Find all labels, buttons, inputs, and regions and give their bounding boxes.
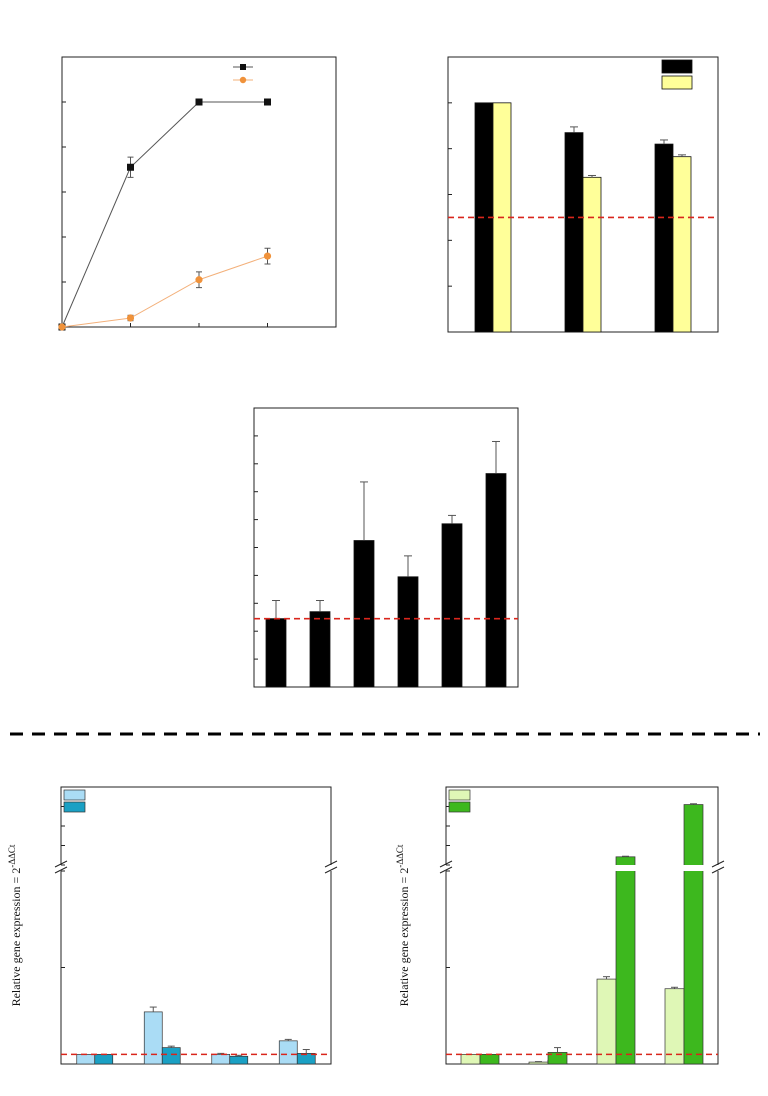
- y-axis-label: Relative gene expression = 2-ΔΔCt: [7, 844, 23, 1006]
- plot-frame: [445, 786, 719, 1065]
- legend-swatch: [448, 789, 471, 801]
- data-point: [263, 252, 272, 260]
- bar-10-day: [683, 804, 704, 1065]
- legend-swatch: [661, 59, 693, 74]
- bar-10-day: [229, 1055, 249, 1065]
- bar-luminiscence: [485, 473, 507, 688]
- bar-luminiscence: [265, 618, 287, 688]
- axis-break-gap: [440, 865, 452, 871]
- bar-7-day: [211, 1053, 231, 1065]
- y-axis-label: Relative gene expression = 2-ΔΔCt: [395, 844, 411, 1006]
- data-point: [58, 323, 66, 331]
- panel-b: [447, 56, 719, 333]
- legend-swatch: [661, 75, 693, 90]
- data-point: [195, 276, 203, 284]
- axis-break-gap: [712, 865, 724, 871]
- data-point: [264, 98, 271, 106]
- legend-marker: [239, 76, 247, 84]
- bar-7-day: [596, 978, 617, 1065]
- axis-break-gap: [325, 865, 337, 871]
- data-point: [195, 98, 203, 106]
- data-point: [126, 314, 135, 322]
- series-line-1: [61, 255, 268, 328]
- axis-break-mark: [711, 860, 725, 868]
- bar-7-day: [460, 1053, 481, 1065]
- bar-10-day: [615, 856, 636, 1065]
- axis-break-mark: [324, 866, 338, 874]
- bar-break-gap: [683, 865, 704, 871]
- legend-swatch: [448, 801, 471, 813]
- bar-luminiscence: [353, 540, 375, 688]
- y-axis-label-superscript: -ΔΔCt: [395, 844, 405, 868]
- bar-luminiscence: [309, 611, 331, 688]
- panel-a: [58, 56, 337, 331]
- bar-10-day: [94, 1053, 114, 1065]
- panel-d-mono: Relative gene expression = 2-ΔΔCt: [7, 786, 338, 1065]
- bar-7-day: [664, 988, 685, 1065]
- plot-frame: [253, 407, 519, 688]
- panel-c: [253, 407, 519, 688]
- bar-24-h: [564, 132, 584, 333]
- y-axis-label-base: Relative gene expression = 2: [397, 868, 411, 1007]
- panel-d-3d: Relative gene expression = 2-ΔΔCt: [395, 786, 725, 1065]
- series-line-0: [61, 101, 268, 328]
- axis-break-mark: [439, 860, 453, 868]
- data-point: [127, 163, 134, 171]
- axis-break-mark: [324, 860, 338, 868]
- bar-24-h: [654, 143, 674, 333]
- bar-10-day: [479, 1053, 500, 1065]
- bar-luminiscence: [397, 576, 419, 688]
- plot-frame: [60, 786, 332, 1065]
- axis-break-gap: [55, 865, 67, 871]
- bar-48-h: [672, 156, 692, 333]
- y-axis-label-superscript: -ΔΔCt: [7, 844, 17, 868]
- axis-break-mark: [711, 866, 725, 874]
- bar-10-day: [161, 1047, 181, 1065]
- bar-7-day: [143, 1011, 163, 1065]
- bar-break-gap: [615, 865, 636, 871]
- axis-break-mark: [54, 860, 68, 868]
- bar-7-day: [528, 1061, 549, 1065]
- bar-7-day: [76, 1053, 96, 1065]
- axis-break-mark: [439, 866, 453, 874]
- legend-swatch: [63, 801, 86, 813]
- legend-marker: [240, 64, 246, 70]
- bar-48-h: [582, 176, 602, 333]
- bar-7-day: [278, 1040, 298, 1065]
- legend-swatch: [63, 789, 86, 801]
- y-axis-label-base: Relative gene expression = 2: [9, 868, 23, 1007]
- axis-break-mark: [54, 866, 68, 874]
- bar-luminiscence: [441, 523, 463, 688]
